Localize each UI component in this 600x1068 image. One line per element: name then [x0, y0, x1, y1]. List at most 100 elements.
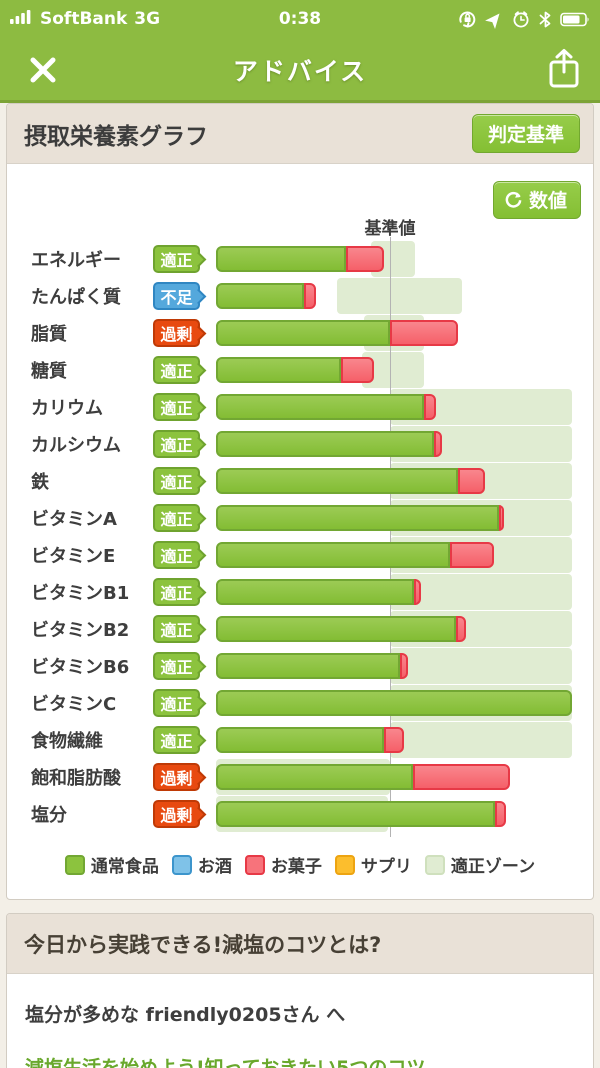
status-badge-wrap: 適正 — [153, 577, 216, 606]
bar-sweets — [345, 245, 384, 272]
status-badge-label: 適正 — [160, 398, 193, 418]
status-badge-wrap: 適正 — [153, 614, 216, 643]
bar-track — [216, 758, 572, 795]
badge-tail-icon — [190, 288, 207, 304]
nutrient-label: カリウム — [31, 397, 103, 419]
orientation-lock-icon — [457, 9, 478, 30]
legend-label: お菓子 — [270, 857, 322, 877]
bar-track — [216, 795, 572, 832]
bar-sweets — [390, 319, 459, 346]
bar-sweets — [433, 430, 443, 457]
status-badge: 適正 — [153, 392, 207, 421]
target-zone-band — [390, 721, 572, 758]
bar-track — [216, 425, 572, 462]
badge-tail-icon — [190, 325, 207, 341]
legend-swatch — [171, 854, 192, 875]
bar-sweets — [450, 541, 495, 568]
bar-normal-food — [216, 319, 391, 346]
status-badge-label: 適正 — [160, 657, 193, 677]
status-badge-label: 適正 — [160, 361, 193, 381]
nutrient-row: 食物繊維 適正 — [7, 721, 593, 758]
nutrient-label: ビタミンB1 — [31, 582, 130, 604]
location-arrow-icon — [485, 10, 504, 29]
status-badge: 適正 — [153, 577, 207, 606]
bar-normal-food — [216, 689, 572, 716]
bar-sweets — [413, 578, 422, 605]
status-badge: 適正 — [153, 725, 207, 754]
badge-tail-icon — [190, 362, 207, 378]
badge-tail-icon — [190, 547, 207, 563]
status-badge-label: 過剰 — [160, 805, 193, 825]
bar-normal-food — [216, 652, 401, 679]
values-toggle-button[interactable]: 数値 — [492, 181, 581, 219]
nutrient-row: カルシウム 適正 — [7, 425, 593, 462]
legend-item: 通常食品 — [64, 852, 159, 877]
badge-tail-icon — [190, 658, 207, 674]
nutrient-row: ビタミンB1 適正 — [7, 573, 593, 610]
bar-track — [216, 388, 572, 425]
status-badge-wrap: 適正 — [153, 688, 216, 717]
nutrient-row: 塩分 過剰 — [7, 795, 593, 832]
nutrient-label: エネルギー — [31, 249, 121, 271]
page-title: アドバイス — [232, 57, 368, 86]
status-badge: 適正 — [153, 614, 207, 643]
nutrient-label: ビタミンB2 — [31, 619, 130, 641]
bar-track — [216, 647, 572, 684]
target-zone-band — [390, 647, 572, 684]
status-badge-label: 適正 — [160, 250, 193, 270]
status-badge-wrap: 過剰 — [153, 762, 216, 791]
status-badge-label: 不足 — [160, 287, 193, 307]
share-button[interactable] — [542, 46, 586, 94]
status-badge-wrap: 不足 — [153, 281, 216, 310]
legend-swatch — [64, 854, 85, 875]
bar-sweets — [499, 504, 505, 531]
chart-legend: 通常食品 お酒 お菓子 サプリ 適正ゾーン — [7, 852, 593, 877]
status-badge-label: 適正 — [160, 620, 193, 640]
legend-item: お酒 — [171, 852, 232, 877]
bar-sweets — [456, 615, 467, 642]
badge-tail-icon — [190, 473, 207, 489]
close-button[interactable] — [24, 51, 62, 89]
status-badge-label: 過剰 — [160, 768, 193, 788]
advice-header: 今日から実践できる!減塩のコツとは? — [7, 914, 593, 974]
nutrient-row: カリウム 適正 — [7, 388, 593, 425]
status-badge: 適正 — [153, 466, 207, 495]
nutrient-chart: 数値 基準値 エネルギー 適正 たんぱく質 不足 脂質 過剰 糖質 適正 カリウム 適正 カルシウム… — [7, 164, 593, 899]
status-badge-label: 過剰 — [160, 324, 193, 344]
status-badge: 不足 — [153, 281, 207, 310]
nutrient-row: ビタミンA 適正 — [7, 499, 593, 536]
advice-link[interactable]: 減塩生活を始めよう!知っておきたい5つのコツ — [25, 1057, 426, 1068]
bar-track — [216, 721, 572, 758]
legend-item: お菓子 — [244, 852, 322, 877]
battery-icon — [560, 12, 590, 27]
status-badge-wrap: 適正 — [153, 244, 216, 273]
bar-sweets — [458, 467, 486, 494]
status-badge: 適正 — [153, 429, 207, 458]
nutrient-row: エネルギー 適正 — [7, 240, 593, 277]
status-badge: 適正 — [153, 540, 207, 569]
status-badge-wrap: 適正 — [153, 429, 216, 458]
advice-card: 今日から実践できる!減塩のコツとは? 塩分が多めな friendly0205さん… — [6, 913, 594, 1068]
advice-heading: 今日から実践できる!減塩のコツとは? — [24, 932, 382, 957]
nutrient-row: ビタミンE 適正 — [7, 536, 593, 573]
nutrient-label: ビタミンB6 — [31, 656, 130, 678]
bar-normal-food — [216, 467, 459, 494]
badge-tail-icon — [190, 769, 207, 785]
bar-track — [216, 499, 572, 536]
nutrient-graph-card: 摂取栄養素グラフ 判定基準 数値 基準値 エネルギー 適正 たんぱく質 不足 脂質 過剰糖… — [6, 103, 594, 900]
status-badge: 適正 — [153, 244, 207, 273]
bar-normal-food — [216, 541, 451, 568]
bar-normal-food — [216, 763, 413, 790]
bar-track — [216, 610, 572, 647]
bar-normal-food — [216, 615, 457, 642]
status-badge: 適正 — [153, 503, 207, 532]
status-badge-label: 適正 — [160, 435, 193, 455]
status-badge: 適正 — [153, 651, 207, 680]
nutrient-row: ビタミンB6 適正 — [7, 647, 593, 684]
bar-track — [216, 314, 572, 351]
legend-label: お酒 — [197, 857, 232, 877]
badge-tail-icon — [190, 510, 207, 526]
criteria-button[interactable]: 判定基準 — [471, 114, 580, 153]
status-badge-label: 適正 — [160, 472, 193, 492]
nutrient-row: たんぱく質 不足 — [7, 277, 593, 314]
